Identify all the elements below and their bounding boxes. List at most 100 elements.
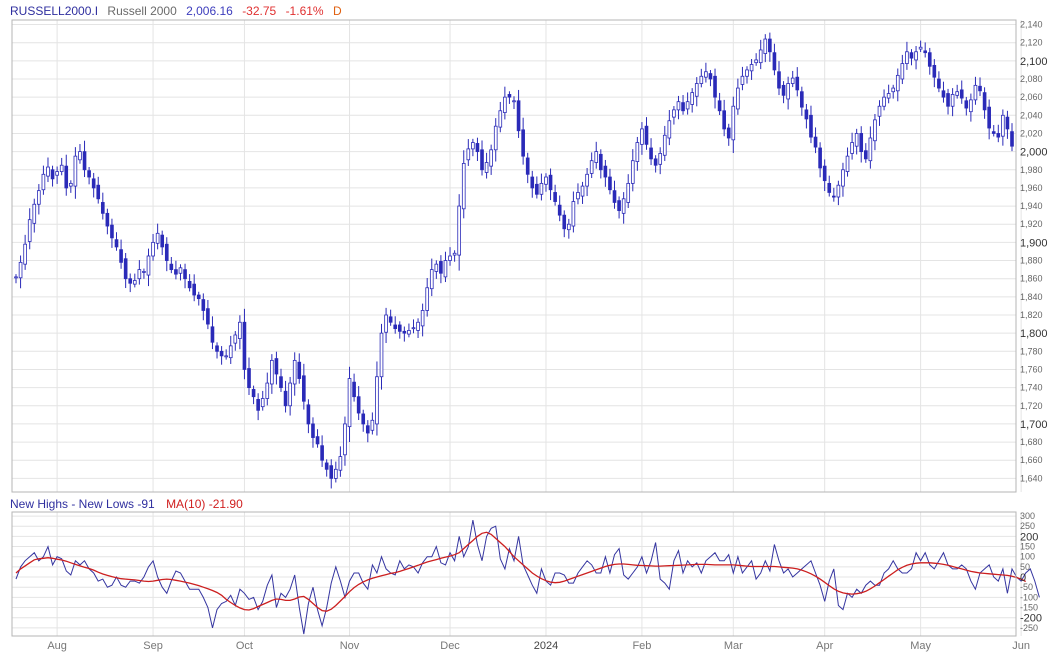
indicator-tick-label: 250 [1020, 521, 1035, 531]
price-tick-label: 2,100 [1020, 56, 1048, 68]
candle-body [598, 153, 603, 171]
candle-body [87, 170, 91, 178]
candle-body [260, 398, 265, 408]
candle-body [832, 195, 836, 198]
candle-body [142, 271, 146, 273]
candle-body [745, 69, 749, 77]
candle-body [818, 147, 822, 169]
indicator-tick-label: 200 [1020, 531, 1038, 543]
candle-body [242, 321, 247, 370]
month-label: Mar [724, 640, 743, 652]
candle-body [676, 101, 681, 111]
ma-label: MA(10) -21.90 [166, 497, 243, 511]
candle-body [786, 83, 790, 100]
price-tick-label: 2,080 [1020, 74, 1043, 84]
price-tick-label: 2,120 [1020, 38, 1043, 48]
candle-body [959, 89, 964, 99]
candle-body [708, 73, 713, 80]
candle-body [854, 133, 859, 147]
symbol-label[interactable]: RUSSELL2000.I [10, 4, 99, 18]
candle-body [1010, 131, 1014, 147]
candle-body [238, 321, 242, 339]
candle-body [434, 263, 439, 272]
candle-body [521, 129, 525, 157]
candle-body [169, 263, 174, 271]
candle-body [489, 149, 493, 167]
candle-body [407, 330, 411, 335]
candle-body [324, 462, 329, 470]
candle-body [567, 223, 571, 231]
price-grid [12, 20, 1022, 492]
candle-body [174, 269, 178, 275]
candle-body [425, 287, 430, 311]
candle-body [790, 77, 795, 84]
candle-body [265, 382, 270, 399]
candle-body [155, 232, 160, 244]
candle-body [809, 114, 813, 138]
candle-body [41, 173, 46, 191]
candle-body [562, 214, 567, 230]
candle-body [302, 375, 306, 402]
candle-body [480, 149, 484, 171]
candle-body [365, 425, 370, 434]
candle-body [375, 376, 379, 425]
candle-body [224, 355, 228, 358]
candle-body [978, 85, 982, 92]
candle-body [772, 52, 777, 71]
candle-body [18, 261, 23, 279]
price-tick-label: 1,820 [1020, 310, 1043, 320]
candle-body [946, 93, 950, 107]
month-label: Jun [1012, 640, 1030, 652]
indicator-tick-label: 150 [1020, 542, 1035, 552]
candle-body [178, 267, 183, 274]
candle-body [1005, 116, 1010, 130]
candle-body [105, 212, 110, 227]
candle-body [283, 390, 288, 407]
candle-body [914, 51, 918, 61]
candle-body [836, 184, 841, 198]
candle-body [754, 59, 758, 64]
price-tick-label: 1,640 [1020, 473, 1043, 483]
candle-body [895, 74, 900, 92]
candle-body [233, 334, 238, 344]
candle-body [311, 423, 315, 438]
price-tick-label: 2,040 [1020, 110, 1043, 120]
candle-body [699, 75, 704, 84]
candle-body [498, 110, 503, 128]
price-tick-label: 1,960 [1020, 183, 1043, 193]
candle-body [315, 436, 320, 445]
candle-body [640, 128, 644, 145]
candle-body [927, 52, 932, 67]
candle-body [37, 190, 41, 205]
candle-body [868, 137, 873, 162]
candle-body [484, 162, 489, 173]
price-tick-label: 1,720 [1020, 401, 1043, 411]
candle-body [32, 203, 37, 224]
indicator-header: New Highs - New Lows -91 MA(10) -21.90 [10, 497, 243, 511]
indicator-tick-label: 50 [1020, 562, 1030, 572]
candle-body [192, 283, 196, 296]
candle-body [822, 165, 827, 182]
candle-body [201, 299, 206, 311]
candle-body [215, 345, 219, 352]
candle-body [804, 109, 809, 120]
month-label: 2024 [534, 640, 558, 652]
candle-body [585, 173, 589, 187]
candle-body [210, 326, 215, 343]
candle-body [388, 316, 393, 323]
candle-body [580, 185, 585, 197]
month-label: Dec [440, 640, 460, 652]
candle-body [14, 276, 18, 279]
month-label: Sep [143, 640, 163, 652]
candle-body [64, 165, 69, 189]
candle-body [493, 125, 498, 151]
candle-body [507, 94, 512, 98]
candle-body [379, 332, 384, 378]
candle-body [329, 465, 334, 479]
candle-body [50, 169, 55, 180]
candle-body [73, 155, 78, 187]
candle-body [452, 252, 457, 256]
indicator-tick-label: -50 [1020, 582, 1033, 592]
